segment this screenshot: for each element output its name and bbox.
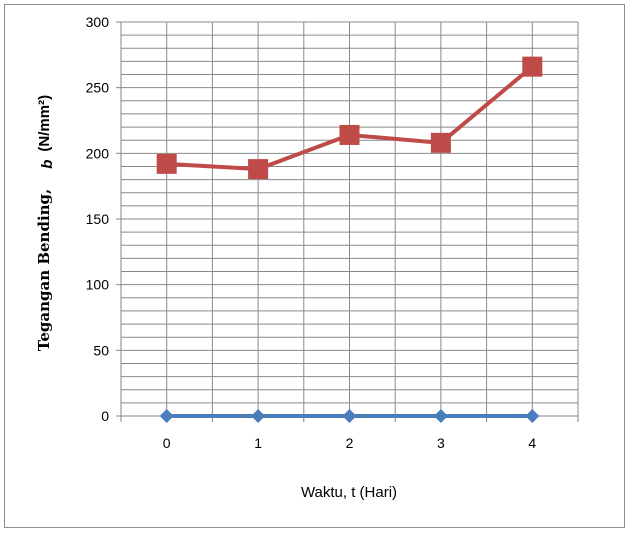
data-point-diamond (433, 409, 448, 423)
series-1 (159, 409, 540, 423)
series-group (156, 56, 543, 423)
axes (116, 21, 579, 422)
x-tick-label: 3 (437, 435, 445, 451)
data-point-square (156, 153, 177, 174)
data-point-square (430, 132, 451, 153)
y-axis-label-unit: (N/mm²) (36, 95, 53, 152)
y-tick-label: 150 (86, 211, 110, 227)
x-axis-label: Waktu, t (Hari) (301, 484, 397, 501)
y-tick-label: 300 (86, 14, 110, 30)
data-point-square (339, 124, 360, 145)
data-point-diamond (342, 409, 357, 423)
x-tick-label: 4 (528, 435, 536, 451)
chart-frame (4, 4, 625, 528)
data-point-diamond (251, 409, 266, 423)
x-tick-label: 1 (254, 435, 262, 451)
data-point-square (248, 159, 269, 180)
data-point-diamond (159, 409, 174, 423)
y-tick-labels: 0 50 100 150 200 250 300 (86, 14, 110, 424)
y-tick-label: 50 (93, 342, 109, 358)
y-axis-label: Tegangan Bending, b (N/mm²) (35, 95, 56, 351)
x-tick-labels: 0 1 2 3 4 (163, 435, 537, 451)
y-tick-label: 100 (86, 277, 110, 293)
y-tick-label: 200 (86, 145, 110, 161)
data-point-diamond (525, 409, 540, 423)
y-axis-label-subscript: b (39, 160, 56, 169)
series-2 (156, 56, 543, 180)
y-axis-label-main: Tegangan Bending, (35, 189, 53, 351)
y-tick-label: 0 (101, 408, 109, 424)
data-point-square (522, 56, 543, 77)
y-tick-label: 250 (86, 80, 110, 96)
x-tick-label: 0 (163, 435, 171, 451)
gridlines (121, 21, 579, 416)
x-tick-label: 2 (346, 435, 354, 451)
